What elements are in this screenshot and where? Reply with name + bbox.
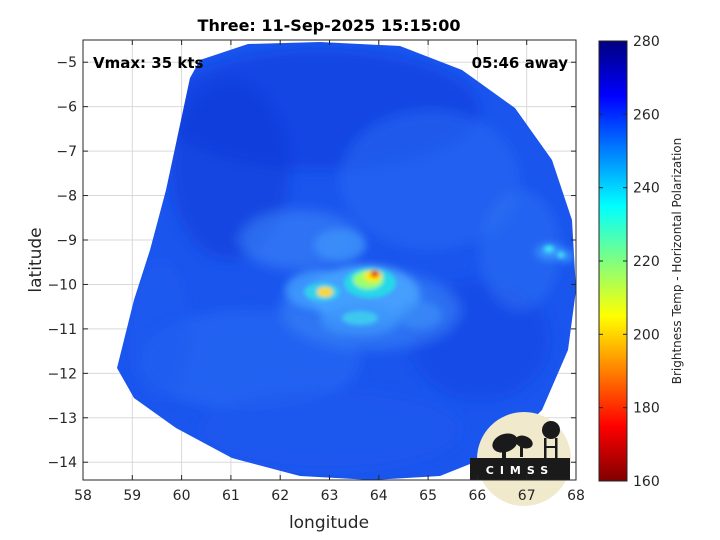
colorbar-tick-label: 260 — [633, 107, 660, 123]
y-tick-label: −10 — [47, 277, 77, 293]
x-tick-label: 61 — [222, 488, 240, 504]
x-tick-label: 64 — [370, 488, 388, 504]
x-axis-label: longitude — [289, 513, 369, 533]
colorbar-tick-label: 280 — [633, 34, 660, 50]
chart-title: Three: 11-Sep-2025 15:15:00 — [198, 16, 461, 35]
y-axis: −5 −6 −7 −8 −9 −10 −11 −12 −13 −14 — [47, 55, 576, 471]
colorbar-tick-label: 180 — [633, 401, 660, 417]
brightness-temperature-swath — [117, 42, 576, 480]
colorbar-tick-label: 240 — [633, 181, 660, 197]
colorbar-label: Brightness Temp - Horizontal Polarizatio… — [670, 138, 684, 385]
x-tick-label: 63 — [321, 488, 339, 504]
y-tick-label: −8 — [56, 189, 77, 205]
colorbar-tick-label: 200 — [633, 327, 660, 343]
x-tick-label: 66 — [468, 488, 486, 504]
colorbar-ticks: 160 180 200 220 240 260 280 — [599, 34, 660, 490]
y-tick-label: −6 — [56, 100, 77, 116]
cimss-logo: CIMSS — [470, 412, 571, 506]
x-tick-label: 62 — [271, 488, 289, 504]
colorbar: 160 180 200 220 240 260 280 Brightness Temp - … — [598, 34, 684, 490]
colorbar-tick-label: 220 — [633, 254, 660, 270]
x-tick-label: 67 — [518, 488, 536, 504]
logo-text: CIMSS — [486, 464, 554, 477]
colorbar-gradient — [598, 40, 628, 482]
x-axis: 58 59 60 61 62 63 64 65 66 67 68 — [74, 40, 585, 504]
x-tick-label: 58 — [74, 488, 92, 504]
y-tick-label: −7 — [56, 144, 77, 160]
y-tick-label: −13 — [47, 411, 77, 427]
time-away-annotation: 05:46 away — [472, 54, 569, 72]
y-tick-label: −11 — [47, 322, 77, 338]
x-tick-label: 59 — [123, 488, 141, 504]
x-tick-label: 60 — [173, 488, 191, 504]
vmax-annotation: Vmax: 35 kts — [93, 54, 203, 72]
y-tick-label: −9 — [56, 233, 77, 249]
y-tick-label: −5 — [56, 55, 77, 71]
y-axis-label: latitude — [26, 227, 46, 292]
colorbar-tick-label: 160 — [633, 474, 660, 490]
y-tick-label: −14 — [47, 455, 77, 471]
y-tick-label: −12 — [47, 366, 77, 382]
x-tick-label: 65 — [419, 488, 437, 504]
x-tick-label: 68 — [567, 488, 585, 504]
